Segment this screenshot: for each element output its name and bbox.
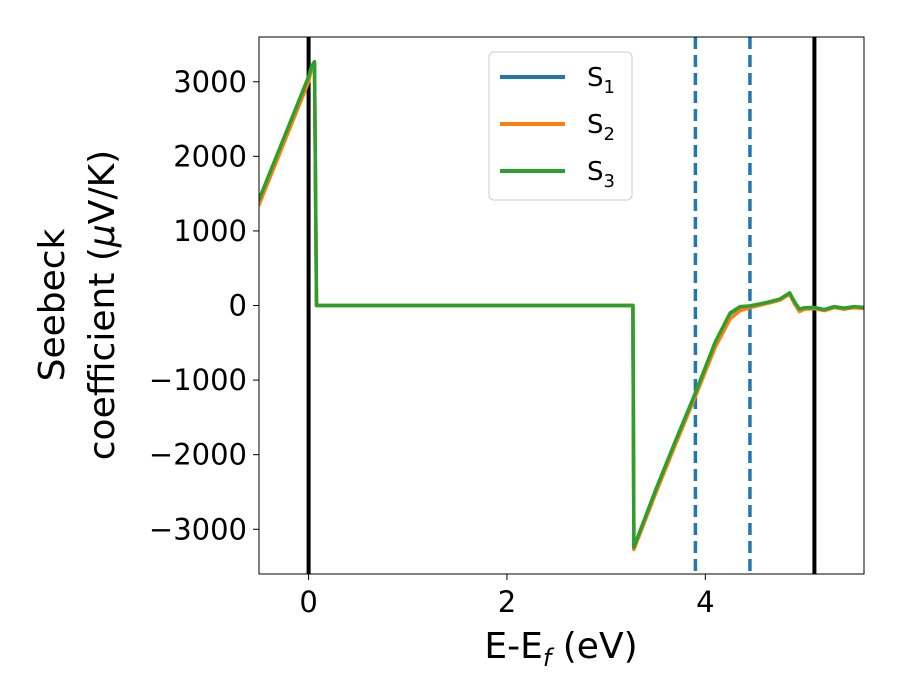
y-tick-label: 3000 [173,65,247,99]
y-tick-label: 0 [229,289,247,323]
legend-label-s1: S1 [587,63,615,98]
x-axis-title-unit: (eV) [551,626,637,667]
legend-label-s2: S2 [587,110,615,145]
legend-label-s3: S3 [587,157,615,192]
series-line-s3 [259,59,864,549]
y-axis-title-mu: μ [82,224,123,248]
y-tick-label: 2000 [173,139,247,173]
x-tick-label: 4 [696,585,714,619]
legend: S1 S2 S3 [488,51,633,201]
y-tick-label: 1000 [173,214,247,248]
y-axis-title-line2: coefficient (μV/K) [82,150,123,460]
y-axis-title-line1: Seebeck [32,228,73,381]
y-tick-label: −2000 [149,438,247,472]
x-tick-label: 0 [299,585,317,619]
y-tick-label: −3000 [149,512,247,546]
y-tick-label: −1000 [149,363,247,397]
x-axis-title: E-Ef (eV) [484,626,637,672]
x-tick-label: 2 [498,585,516,619]
